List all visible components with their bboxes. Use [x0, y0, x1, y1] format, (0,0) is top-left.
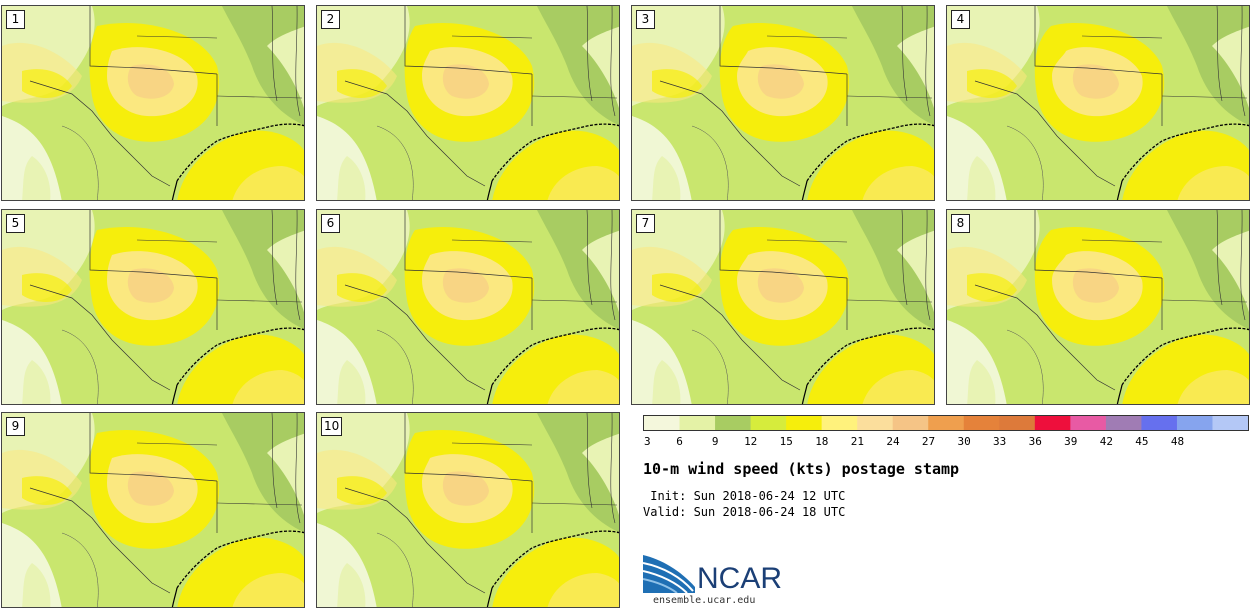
wind-speed-colorbar: 3 6 9 12 15 18 21 24 27 30 33 36 39 42 45 48	[643, 415, 1249, 448]
member-number-label: 10	[321, 417, 343, 436]
chart-title: 10-m wind speed (kts) postage stamp	[643, 460, 960, 478]
colorbar-tick-label: 24	[886, 435, 900, 448]
colorbar-tick-label: 12	[744, 435, 757, 448]
member-number-label: 4	[951, 10, 970, 29]
member-map-panel: 10	[316, 412, 620, 608]
member-number-label: 9	[6, 417, 25, 436]
colorbar-segment	[1176, 416, 1213, 430]
member-map-panel: 3	[631, 5, 935, 201]
colorbar-frame	[643, 415, 1249, 431]
colorbar-segment	[1141, 416, 1178, 430]
member-map-panel: 5	[1, 209, 305, 405]
colorbar-segment	[1034, 416, 1071, 430]
colorbar-segment	[679, 416, 716, 430]
member-number-label: 7	[636, 214, 655, 233]
colorbar-tick-label: 18	[815, 435, 828, 448]
colorbar-segment	[857, 416, 894, 430]
colorbar-tick-label: 27	[922, 435, 935, 448]
colorbar-segment	[963, 416, 1000, 430]
member-number-label: 3	[636, 10, 655, 29]
colorbar-segment	[999, 416, 1036, 430]
colorbar-tick-label: 6	[676, 435, 683, 448]
member-map-panel: 4	[946, 5, 1250, 201]
member-map-panel: 9	[1, 412, 305, 608]
colorbar-segment	[821, 416, 858, 430]
member-map-panel: 6	[316, 209, 620, 405]
ncar-logo-text: NCAR	[697, 562, 783, 595]
colorbar-segment	[892, 416, 929, 430]
init-time: Init: Sun 2018-06-24 12 UTC	[643, 489, 846, 503]
colorbar-tick-label: 9	[712, 435, 719, 448]
colorbar-segment	[1070, 416, 1107, 430]
colorbar-segment	[1105, 416, 1142, 430]
member-number-label: 8	[951, 214, 970, 233]
member-number-label: 1	[6, 10, 25, 29]
member-map-panel: 2	[316, 5, 620, 201]
ncar-logo-icon	[643, 555, 695, 593]
colorbar-tick-label: 3	[644, 435, 651, 448]
colorbar-segment	[750, 416, 787, 430]
colorbar-tick-label: 48	[1171, 435, 1184, 448]
colorbar-segment	[928, 416, 965, 430]
member-map-panel: 1	[1, 5, 305, 201]
logo-url: ensemble.ucar.edu	[653, 595, 756, 606]
member-number-label: 5	[6, 214, 25, 233]
colorbar-tick-label: 15	[780, 435, 793, 448]
colorbar-segment	[1212, 416, 1249, 430]
member-number-label: 6	[321, 214, 340, 233]
colorbar-tick-label: 45	[1135, 435, 1148, 448]
colorbar-segment	[715, 416, 752, 430]
colorbar-tick-label: 21	[851, 435, 864, 448]
member-map-panel: 7	[631, 209, 935, 405]
colorbar-tick-label: 33	[993, 435, 1006, 448]
colorbar-tick-label: 30	[957, 435, 970, 448]
valid-time: Valid: Sun 2018-06-24 18 UTC	[643, 505, 846, 519]
colorbar-tick-label: 39	[1064, 435, 1077, 448]
colorbar-tick-label: 36	[1029, 435, 1042, 448]
colorbar-tick-label: 42	[1100, 435, 1113, 448]
colorbar-segment	[644, 416, 681, 430]
colorbar-segment	[786, 416, 823, 430]
member-map-panel: 8	[946, 209, 1250, 405]
member-number-label: 2	[321, 10, 340, 29]
